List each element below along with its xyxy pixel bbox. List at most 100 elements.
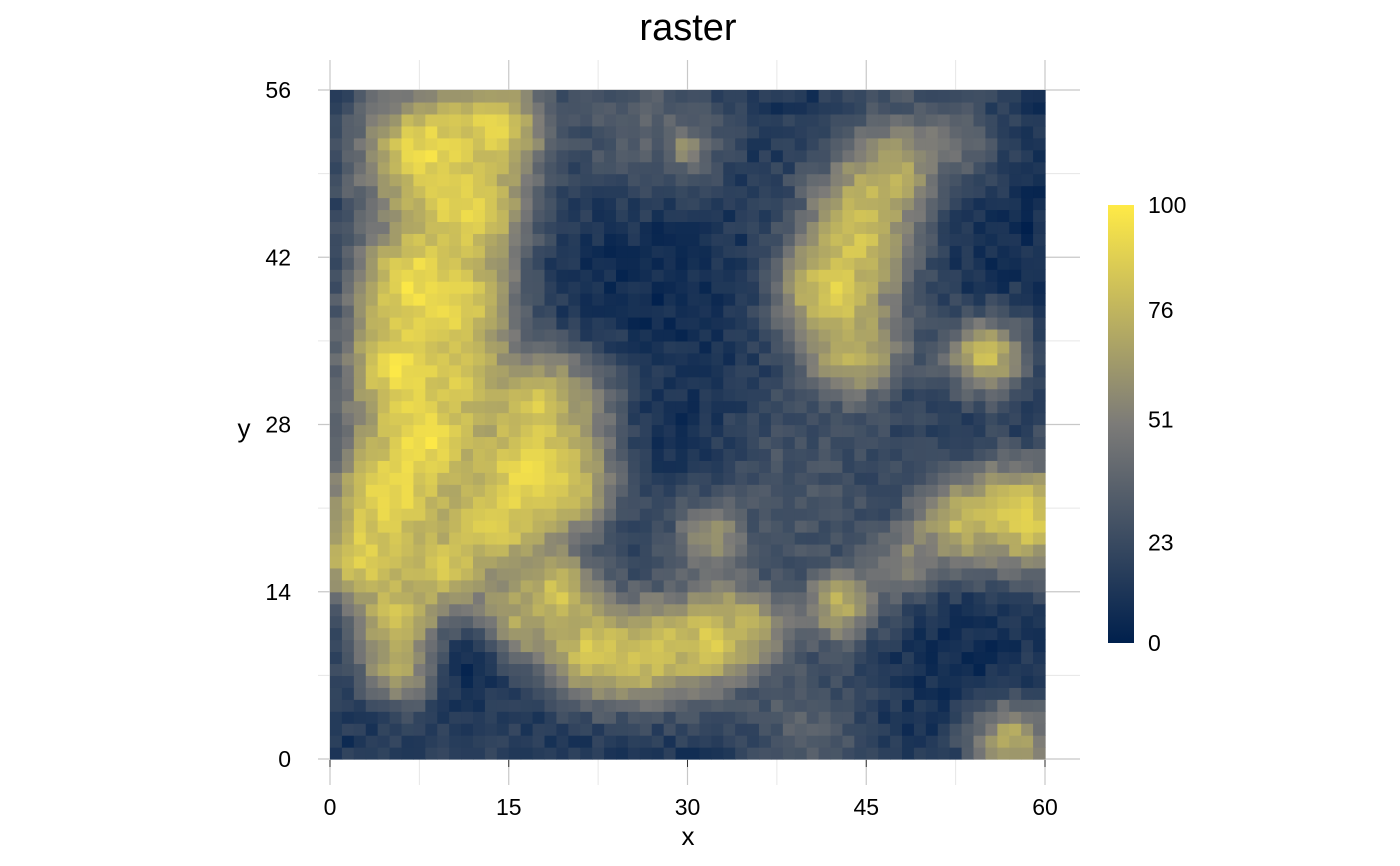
raster-cell <box>508 508 522 521</box>
raster-cell <box>461 412 474 426</box>
raster-cell <box>866 376 879 390</box>
raster-cell <box>401 627 415 641</box>
raster-cell <box>389 113 403 127</box>
raster-cell <box>866 687 879 700</box>
raster-cell <box>627 113 641 127</box>
raster-cell <box>377 687 391 700</box>
raster-cell <box>389 448 403 461</box>
raster-cell <box>830 567 844 581</box>
raster-cell <box>902 424 915 438</box>
raster-cell <box>973 90 987 103</box>
raster-cell <box>449 675 462 688</box>
raster-cell <box>651 424 665 438</box>
raster-cell <box>365 687 379 700</box>
raster-cell <box>568 555 581 569</box>
raster-cell <box>854 412 867 426</box>
raster-cell <box>913 209 927 223</box>
raster-cell <box>425 209 438 223</box>
raster-cell <box>616 376 629 390</box>
raster-cell <box>592 723 605 736</box>
raster-cell <box>496 173 510 187</box>
raster-cell <box>723 496 736 509</box>
raster-cell <box>437 305 450 318</box>
raster-cell <box>341 197 355 211</box>
raster-cell <box>341 364 355 378</box>
y-tick-label: 0 <box>278 746 291 772</box>
raster-cell <box>925 352 939 366</box>
raster-cell <box>878 185 891 199</box>
raster-cell <box>330 615 343 629</box>
raster-cell <box>341 508 355 521</box>
raster-cell <box>723 328 736 342</box>
raster-cell <box>627 305 641 318</box>
raster-cell <box>401 149 415 163</box>
raster-cell <box>699 543 712 557</box>
raster-cell <box>592 161 605 175</box>
raster-cell <box>484 711 498 724</box>
raster-cell <box>449 472 462 485</box>
raster-cell <box>353 125 367 139</box>
raster-cell <box>735 603 748 617</box>
raster-cell <box>711 221 724 234</box>
raster-cell <box>544 388 558 402</box>
raster-cell <box>639 137 653 151</box>
raster-cell <box>461 484 474 497</box>
raster-cell <box>937 675 951 688</box>
raster-cell <box>341 639 355 653</box>
raster-cell <box>687 209 701 223</box>
raster-cell <box>913 233 927 246</box>
raster-cell <box>794 532 808 545</box>
raster-cell <box>353 448 367 461</box>
raster-cell <box>949 364 963 378</box>
raster-cell <box>794 221 808 234</box>
raster-cell <box>759 520 772 533</box>
raster-cell <box>496 281 510 294</box>
raster-cell <box>782 185 796 199</box>
raster-cell <box>616 137 629 151</box>
raster-cell <box>508 543 522 557</box>
raster-cell <box>568 293 581 306</box>
raster-cell <box>437 400 450 414</box>
raster-cell <box>568 615 581 629</box>
raster-cell <box>353 352 367 366</box>
raster-cell <box>830 627 844 641</box>
raster-cell <box>961 412 975 426</box>
raster-cell <box>520 699 534 712</box>
raster-cell <box>985 555 998 569</box>
raster-cell <box>639 233 653 246</box>
raster-cell <box>997 496 1010 509</box>
raster-cell <box>723 305 736 318</box>
raster-cell <box>377 472 391 485</box>
raster-cell <box>341 687 355 700</box>
raster-cell <box>961 388 975 402</box>
raster-cell <box>961 185 975 199</box>
raster-cell <box>723 90 736 103</box>
raster-cell <box>759 340 772 354</box>
raster-cell <box>890 579 903 593</box>
raster-cell <box>568 484 581 497</box>
raster-cell <box>675 316 689 330</box>
raster-cell <box>520 233 534 246</box>
raster-cell <box>604 233 617 246</box>
raster-cell <box>925 101 939 115</box>
raster-cell <box>353 555 367 569</box>
raster-cell <box>782 543 796 557</box>
raster-cell <box>508 460 522 473</box>
raster-cell <box>604 627 617 641</box>
raster-cell <box>842 101 855 115</box>
raster-cell <box>639 376 653 390</box>
raster-cell <box>770 472 784 485</box>
raster-cell <box>973 173 987 187</box>
raster-cell <box>937 747 951 760</box>
raster-cell <box>818 173 832 187</box>
raster-cell <box>627 412 641 426</box>
raster-cell <box>330 233 343 246</box>
raster-cell <box>961 532 975 545</box>
raster-cell <box>663 281 677 294</box>
raster-cell <box>854 149 867 163</box>
raster-cell <box>806 711 820 724</box>
raster-cell <box>866 221 879 234</box>
raster-cell <box>377 424 391 438</box>
raster-cell <box>770 567 784 581</box>
raster-cell <box>592 508 605 521</box>
